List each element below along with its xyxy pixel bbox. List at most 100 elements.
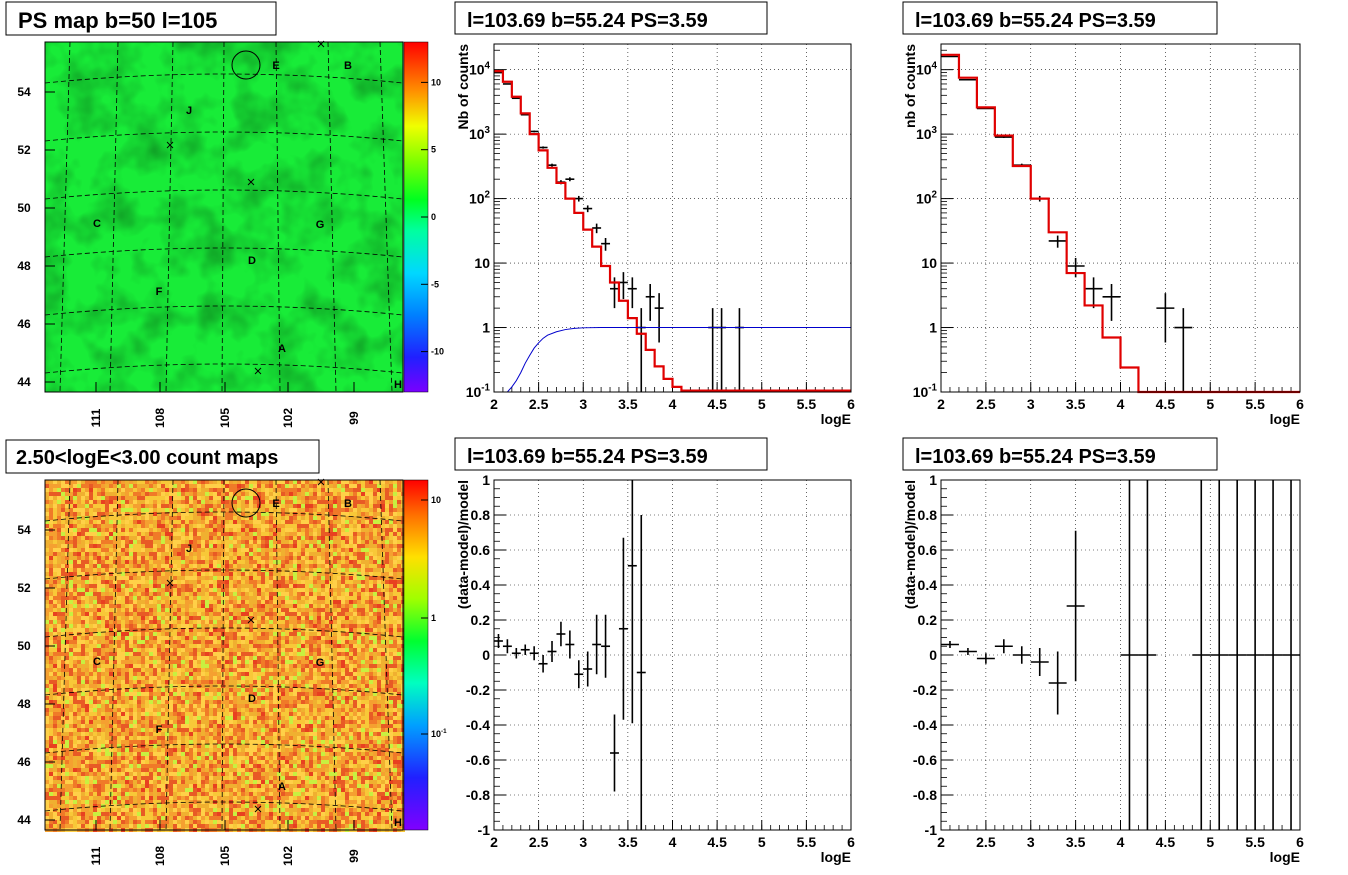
longitude-gridline [275,479,281,831]
y-tick-label: -0.6 [913,752,937,768]
residual-point [565,630,575,659]
y-tick-label: 52 [17,143,31,157]
y-axis-label: (data-model)/model [902,480,918,609]
count-map-title: 2.50<logE<3.00 count maps [16,447,278,469]
plot-frame [493,43,852,393]
x-tick-label: 6 [847,834,855,850]
x-tick-label: 4 [669,396,677,412]
data-point [565,177,575,182]
plot-title-box [454,1,768,35]
x-tick-label: 111 [89,846,103,865]
y-tick-label: 44 [17,813,31,827]
residual-point [511,648,521,659]
data-point [601,238,611,251]
x-tick-label: 6 [1296,834,1304,850]
colorbar-tick-label: 1 [431,613,436,623]
x-tick-label: 99 [347,411,361,425]
source-label: B [344,60,352,72]
longitude-gridline [327,41,337,393]
source-label: A [278,781,286,793]
plot-area [941,44,1300,392]
ps-map-coordinate-grid [44,41,404,393]
y-tick-label: -1 [925,822,938,838]
plot-title: l=103.69 b=55.24 PS=3.59 [467,10,708,32]
y-tick-label: 0.4 [918,577,938,593]
y-tick-label: 102 [916,189,938,206]
x-tick-label: 3.5 [1066,396,1086,412]
residual-point [1120,480,1139,830]
x-tick-label: 102 [281,408,295,428]
source-label: D [248,693,256,705]
latitude-gridline [44,685,404,696]
y-grid: -1 -0.8 -0.6 -0.4 -0.2 0 0.2 0.4 0.6 0.8 1 [466,472,851,838]
y-tick-label: 10-1 [913,383,938,400]
source-label: E [272,60,279,72]
x-axis-label: logE [821,411,851,427]
data-point [1084,277,1103,309]
x-tick-label: 3.5 [618,834,638,850]
x-tick-label: 4 [1117,834,1125,850]
plot-frame [940,43,1301,393]
x-tick-label: 105 [218,408,232,428]
y-tick-label: -0.2 [913,682,937,698]
x-tick-label: 2.5 [529,834,549,850]
x-tick-label: 5 [1206,834,1214,850]
plot-title-box [902,437,1218,471]
longitude-gridline [221,479,225,831]
residual-point [610,714,619,792]
data-point [511,97,521,100]
x-tick-label: 3 [579,834,587,850]
longitude-gridline [379,41,393,393]
y-tick-label: 50 [17,639,31,653]
model-step-series [941,53,1300,394]
longitude-gridline [379,479,393,831]
residual-point [976,653,995,664]
x-axis-label: logE [1270,411,1300,427]
x-tick-label: 4.5 [1156,834,1176,850]
source-label: H [394,379,402,391]
count-map-colorbar-ticks: 10 1 10-1 [421,495,447,739]
x-tick-label: 108 [153,408,167,428]
data-point [627,277,637,309]
plot-frame [493,479,852,831]
source-label: E [272,498,279,510]
longitude-gridline [221,41,225,393]
x-tick-label: 108 [153,846,167,866]
source-marker [317,40,325,48]
residual-point [592,614,602,675]
residual-points [494,480,646,830]
model-step-series [494,69,851,392]
count-map-colorbar [403,479,429,831]
x-tick-label: 5.5 [1245,396,1265,412]
residual-point [1066,530,1085,682]
plot-area [494,44,851,392]
longitude-gridline [59,479,71,831]
x-tick-label: 3 [1027,834,1035,850]
residual-point [556,621,566,647]
count-map-axes: 44 46 48 50 52 54 111 108 105 102 99 [17,523,361,866]
x-grid: 2 2.5 3 3.5 4 4.5 5 5.5 6 [490,480,855,850]
ps-map-source-labels: E B J C G D F A H [93,40,402,391]
latitude-gridline [44,743,404,754]
x-tick-label: 4.5 [1156,396,1176,412]
residual-point [1192,480,1211,830]
y-tick-label: -0.4 [913,717,937,733]
x-tick-label: 2 [937,834,945,850]
longitude-gridline [109,479,119,831]
count-map-title-box [5,439,320,474]
y-axis-label: nb of counts [902,44,918,128]
source-label: D [248,255,256,267]
data-point [654,293,664,343]
source-label: F [156,724,163,736]
data-point [502,83,512,85]
source-marker [247,178,255,186]
residual-point [1030,648,1049,676]
ps-map-colorbar-ticks: 10 5 0 -5 -10 [421,77,444,357]
panel-residuals-1: l=103.69 b=55.24 PS=3.59 2 2.5 3 3.5 4 4.5 5 5.5… [454,437,855,865]
source-label: J [186,543,192,555]
residual-point [618,537,628,720]
y-grid: -1 -0.8 -0.6 -0.4 -0.2 0 0.2 0.4 0.6 0.8 1 [913,472,1300,838]
model-step-line [494,69,851,392]
y-tick-label: 1 [929,320,937,336]
